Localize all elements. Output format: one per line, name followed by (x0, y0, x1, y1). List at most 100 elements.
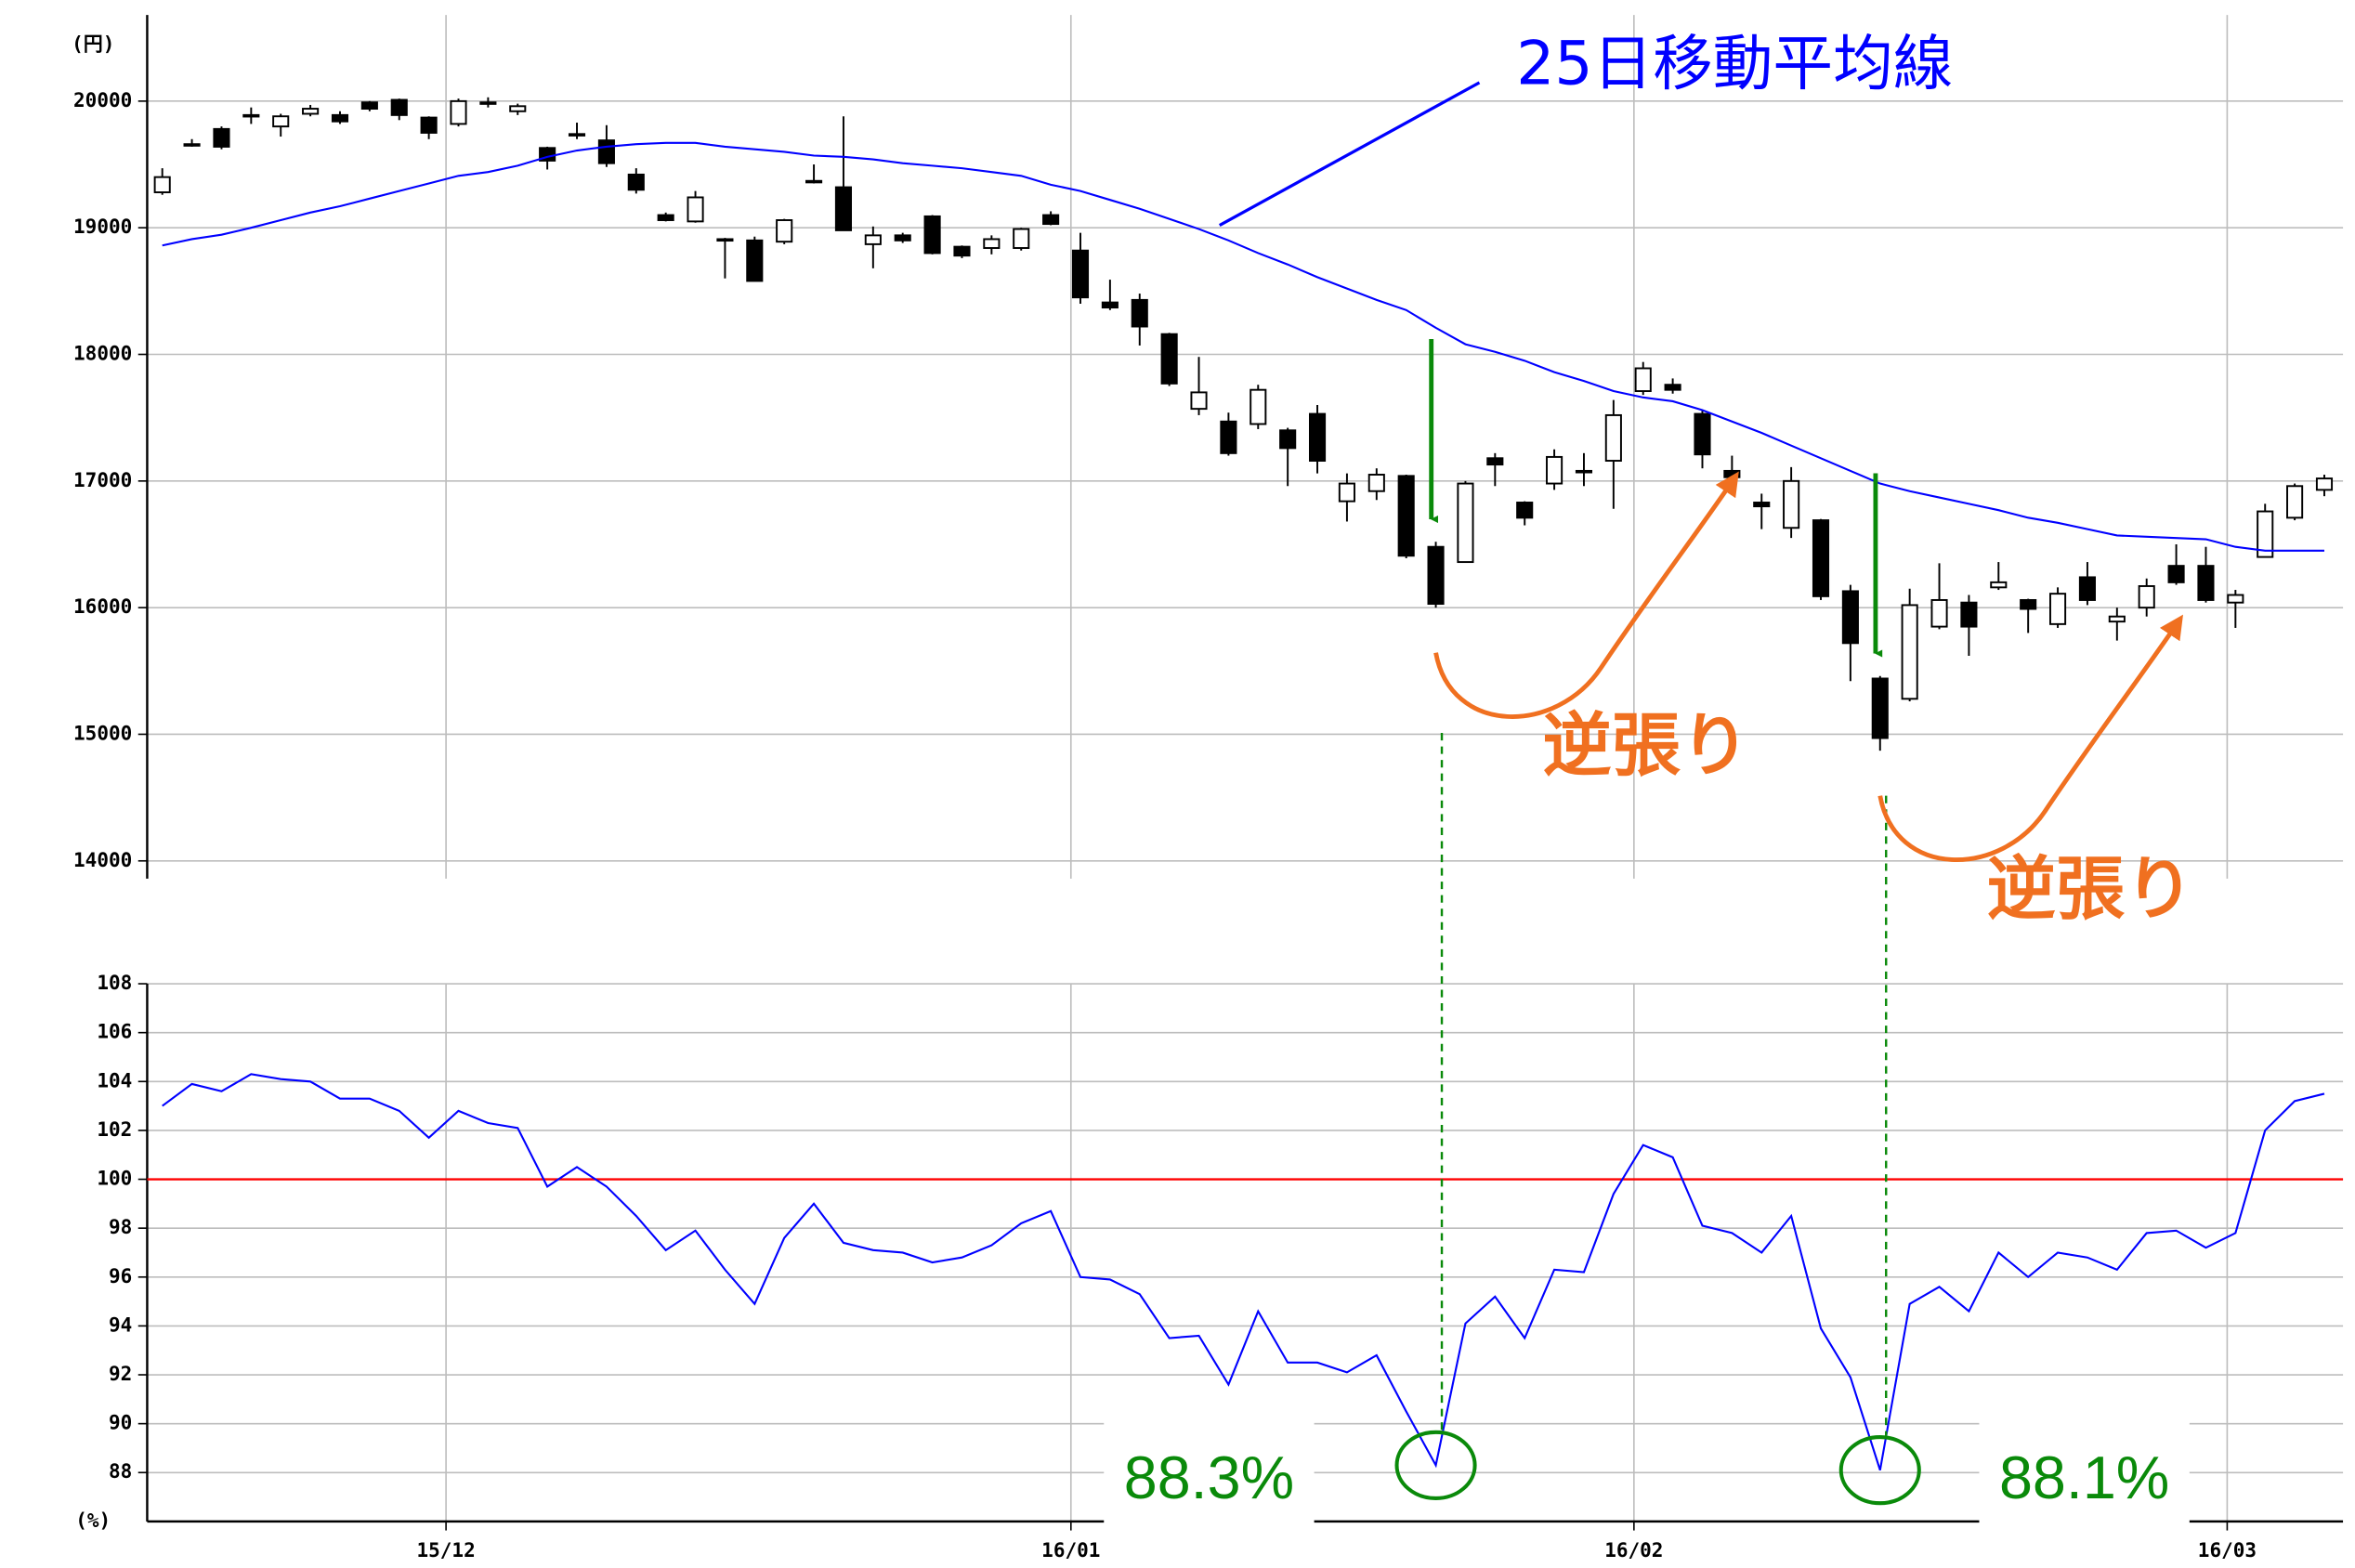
candle-body (1279, 429, 1297, 450)
candle-body (1664, 384, 1681, 391)
candle-body (864, 234, 882, 245)
candle-body (1812, 519, 1830, 597)
candle-body (242, 113, 260, 118)
candle-body (479, 101, 497, 105)
x-tick-label: 16/01 (1041, 1538, 1100, 1561)
candle-body (2197, 565, 2215, 601)
candle-body (1367, 474, 1385, 492)
candle-body (1338, 482, 1355, 503)
candle-body (213, 127, 230, 148)
candle-body (390, 98, 408, 116)
candle-body (834, 186, 853, 231)
y-tick-label: 14000 (73, 848, 132, 871)
series-label: 25日移動平均線 (1516, 29, 1953, 98)
highlight-circle (1394, 1430, 1477, 1500)
candle-body (894, 234, 911, 242)
y-tick-label: 96 (109, 1264, 132, 1287)
candle-body (1220, 420, 1237, 454)
y-axis-label: (%) (75, 1509, 111, 1532)
candle-body (1190, 391, 1208, 411)
candle-body (360, 101, 378, 111)
moving-average-line (162, 141, 2324, 552)
y-tick-label: 104 (97, 1068, 132, 1091)
candle-body (1486, 457, 1504, 466)
candle-body (302, 108, 320, 115)
x-tick-label: 15/12 (417, 1538, 476, 1561)
candle-body (2257, 510, 2274, 558)
candle-body (1960, 601, 1978, 628)
candle-body (1071, 249, 1090, 299)
label-leader (1218, 81, 1481, 227)
candle-body (687, 196, 704, 223)
candle-body (2108, 615, 2126, 623)
candle-body (657, 214, 674, 221)
annotation: 逆張り (1987, 848, 2194, 929)
candle-body (923, 215, 941, 255)
y-tick-label: 100 (97, 1167, 132, 1190)
candle-body (597, 139, 615, 164)
candle-body (1516, 502, 1534, 519)
candle-body (953, 245, 971, 257)
candle-body (450, 99, 467, 125)
y-tick-label: 98 (109, 1215, 132, 1238)
candle-body (272, 115, 290, 128)
y-tick-label: 15000 (73, 721, 132, 744)
candle-body (983, 238, 1001, 249)
candle-body (1427, 545, 1445, 606)
candle-body (2167, 565, 2185, 583)
candle-body (1457, 482, 1474, 564)
x-tick-label: 16/02 (1604, 1538, 1663, 1561)
y-tick-label: 17000 (73, 468, 132, 491)
y-tick-label: 94 (109, 1313, 132, 1336)
y-tick-label: 102 (97, 1117, 132, 1141)
rebound-arrow (1433, 471, 1739, 719)
candle-body (1160, 333, 1178, 385)
candle-body (1101, 301, 1119, 309)
y-tick-label: 90 (109, 1411, 132, 1434)
candle-body (1042, 214, 1060, 226)
value-label: 88.1% (1999, 1444, 2169, 1511)
candle-body (805, 179, 823, 184)
y-tick-label: 20000 (73, 88, 132, 111)
y-tick-label: 19000 (73, 215, 132, 238)
y-tick-label: 18000 (73, 342, 132, 365)
candle-body (1131, 298, 1148, 328)
candle-body (2049, 593, 2067, 625)
candle-body (1901, 604, 1918, 700)
candle-body (2227, 594, 2244, 604)
candle-body (183, 143, 201, 147)
candle-body (1990, 581, 2008, 589)
candle-body (568, 133, 586, 137)
candle-body (2138, 584, 2155, 609)
candle-body (2020, 598, 2037, 610)
candle-body (509, 105, 527, 112)
y-tick-label: 88 (109, 1459, 132, 1483)
candle-body (1753, 502, 1771, 508)
y-tick-label: 92 (109, 1362, 132, 1385)
y-tick-label: 16000 (73, 595, 132, 618)
candle-body (1930, 598, 1948, 628)
highlight-circle (1838, 1435, 1921, 1506)
candle-body (331, 113, 349, 123)
candle-body (2315, 477, 2334, 491)
candle-body (1634, 367, 1652, 393)
candle-body (716, 238, 734, 242)
y-tick-label: 106 (97, 1020, 132, 1043)
label-box (1104, 1418, 1315, 1535)
candle-body (1871, 677, 1889, 739)
candle-body (746, 239, 764, 282)
y-axis-label: (円) (72, 33, 114, 56)
candle-body (1249, 388, 1267, 425)
candle-body (2078, 576, 2096, 601)
candle-body (1308, 412, 1327, 462)
rebound-arrow (1877, 614, 2183, 862)
y-tick-label: 108 (97, 971, 132, 994)
candle-body (1783, 479, 1800, 529)
x-tick-label: 16/03 (2198, 1538, 2257, 1561)
candle-body (153, 176, 171, 193)
candle-body (1841, 590, 1859, 645)
candle-body (420, 116, 438, 134)
candle-body (2286, 485, 2304, 519)
deviation-line (162, 1073, 2325, 1470)
